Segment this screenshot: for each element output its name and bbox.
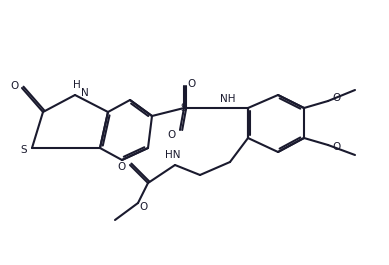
Text: S: S <box>180 103 187 113</box>
Text: NH: NH <box>220 94 235 104</box>
Text: S: S <box>21 145 27 155</box>
Text: O: O <box>140 202 148 212</box>
Text: H: H <box>73 80 81 90</box>
Text: O: O <box>10 81 18 91</box>
Text: O: O <box>332 93 340 103</box>
Text: HN: HN <box>165 150 181 160</box>
Text: O: O <box>332 142 340 152</box>
Text: O: O <box>118 162 126 172</box>
Text: O: O <box>188 79 196 89</box>
Text: N: N <box>81 88 89 98</box>
Text: O: O <box>168 130 176 140</box>
